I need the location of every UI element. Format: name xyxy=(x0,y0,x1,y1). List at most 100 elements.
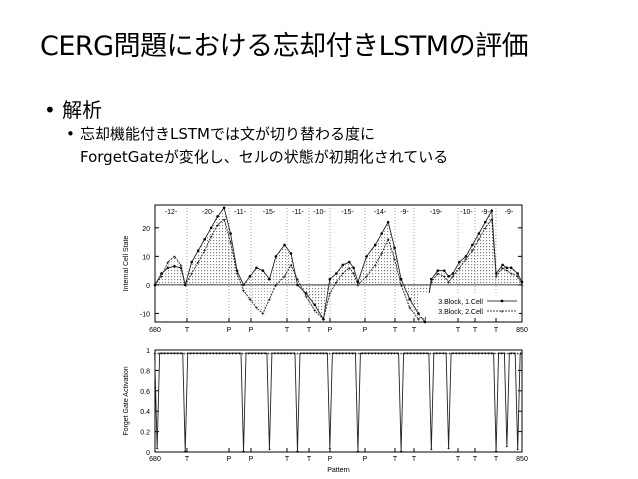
top-x-tick-label: 850 xyxy=(516,327,528,334)
series-1-point xyxy=(509,266,513,270)
forget-gate-point: + xyxy=(380,352,383,358)
series-1-point xyxy=(222,206,226,210)
forget-gate-point: + xyxy=(367,352,370,358)
segment-label: -19- xyxy=(430,209,443,216)
series-1-point xyxy=(442,269,446,272)
forget-gate-line xyxy=(154,352,522,453)
forget-gate-point: + xyxy=(247,352,250,358)
forget-gate-point: + xyxy=(322,352,325,358)
bottom-x-tick-label: T xyxy=(185,456,190,463)
segment-label: -9- xyxy=(400,209,409,216)
forget-gate-point: + xyxy=(513,352,516,358)
series-1-point xyxy=(484,220,487,224)
series-1-point xyxy=(216,215,219,218)
bottom-x-tick-label: T xyxy=(412,456,417,463)
series-line-1 xyxy=(154,206,523,324)
series-2-point: + xyxy=(304,295,308,301)
forget-gate-point: + xyxy=(455,352,458,358)
forget-gate-point: + xyxy=(199,352,202,358)
forget-gate-point: + xyxy=(487,352,490,358)
forget-gate-point: + xyxy=(222,352,225,358)
forget-gate-point: + xyxy=(432,352,435,358)
top-y-tick-label: 0 xyxy=(146,283,150,290)
segment-label: -10- xyxy=(313,209,326,216)
series-line-2 xyxy=(154,218,523,321)
series-2-point: + xyxy=(430,281,434,287)
forget-gate-point: + xyxy=(484,352,487,358)
series-2-point: + xyxy=(373,263,377,269)
series-2-point: + xyxy=(248,298,252,304)
forget-gate-point: + xyxy=(413,352,416,358)
top-x-tick-label: 680 xyxy=(149,327,161,334)
series-1-point xyxy=(447,275,450,278)
top-plot-frame xyxy=(154,204,523,323)
series-2-point: + xyxy=(296,278,300,284)
series-1-point xyxy=(328,277,332,281)
forget-gate-point: + xyxy=(254,352,257,358)
top-x-tick-label: T xyxy=(393,327,398,334)
series-1-point xyxy=(229,232,232,235)
bottom-y-tick-label: 0.6 xyxy=(140,389,150,396)
legend-label: 3.Block, 2.Cell xyxy=(438,309,483,316)
bullet-dot: • xyxy=(44,98,56,122)
forget-gate-dip-point: + xyxy=(400,449,403,455)
forget-gate-point: + xyxy=(510,352,513,358)
series-2-point: + xyxy=(222,218,226,224)
forget-gate-point: + xyxy=(166,352,169,358)
bottom-y-tick-label: 0.4 xyxy=(140,409,150,416)
series-2-point: + xyxy=(209,235,213,241)
series-1-point xyxy=(255,266,258,270)
forget-gate-point: + xyxy=(451,352,454,358)
forget-gate-point: + xyxy=(238,352,241,358)
series-2-point: + xyxy=(490,218,494,224)
forget-gate-point: + xyxy=(202,352,205,358)
bottom-y-tick-label: 0 xyxy=(146,450,150,457)
forget-gate-point: + xyxy=(335,352,338,358)
forget-gate-point: + xyxy=(497,352,500,358)
bottom-x-tick-label: T xyxy=(456,456,461,463)
forget-gate-point: + xyxy=(215,352,218,358)
series-2-point: + xyxy=(520,283,524,289)
forget-gate-point: + xyxy=(500,352,503,358)
series-2-point: + xyxy=(365,275,369,281)
forget-gate-point: + xyxy=(228,352,231,358)
series-2-point: + xyxy=(484,226,488,232)
segment-label: -9- xyxy=(505,209,514,216)
bottom-x-tick-label: T xyxy=(473,456,478,463)
forget-gate-point: + xyxy=(387,352,390,358)
forget-gate-point: + xyxy=(196,352,199,358)
series-2-point: + xyxy=(494,275,498,281)
forget-gate-point: + xyxy=(461,352,464,358)
forget-gate-dip-point: + xyxy=(242,449,245,455)
forget-gate-point: + xyxy=(328,352,331,358)
forget-gate-point: + xyxy=(377,352,380,358)
series-1-point xyxy=(352,266,355,270)
series-1-point xyxy=(380,232,383,235)
top-x-tick-label: P xyxy=(227,327,232,334)
sub-bullet-dot: • xyxy=(66,125,75,143)
series-1-point xyxy=(190,260,193,264)
legend-label: 3.Block, 1.Cell xyxy=(438,299,483,306)
series-1-point xyxy=(274,255,278,258)
series-2-point: + xyxy=(386,238,390,244)
series-1-point xyxy=(490,209,494,213)
series-2-point: + xyxy=(393,258,397,264)
forget-gate-point: + xyxy=(358,352,361,358)
forget-gate-point: + xyxy=(280,352,283,358)
forget-gate-point: + xyxy=(345,352,348,358)
series-2-point: + xyxy=(417,318,421,324)
top-y-tick-label: 20 xyxy=(142,226,150,233)
forget-gate-point: + xyxy=(448,352,451,358)
bottom-y-tick-label: 0.2 xyxy=(140,430,150,437)
forget-gate-point: + xyxy=(371,352,374,358)
series-1-point xyxy=(248,275,252,278)
forget-gate-dip-point: + xyxy=(495,449,498,455)
forget-gate-point: + xyxy=(309,352,312,358)
forget-gate-point: + xyxy=(348,352,351,358)
bottom-y-tick-label: 1 xyxy=(146,348,150,355)
forget-gate-point: + xyxy=(393,352,396,358)
forget-gate-point: + xyxy=(270,352,273,358)
series-1-point xyxy=(365,255,368,258)
bullet-analysis-label: 解析 xyxy=(62,98,103,122)
series-1-point xyxy=(477,232,481,235)
